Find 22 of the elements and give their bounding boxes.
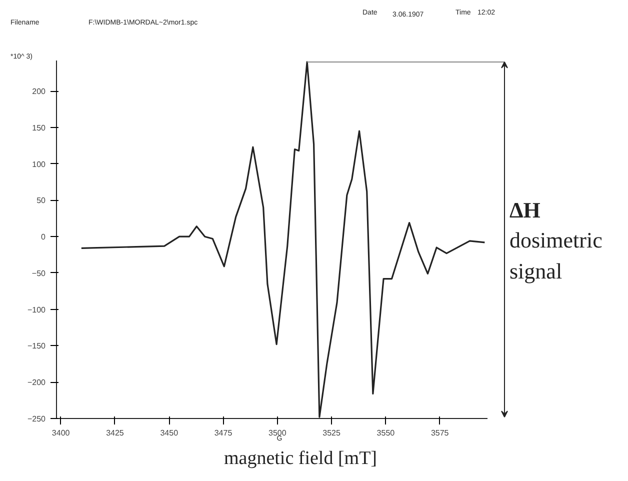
y-tick-label: 50: [36, 196, 46, 206]
y-tick-label: −250: [27, 414, 46, 424]
x-tick-label: 3550: [376, 428, 396, 438]
x-tick-label: 3450: [160, 428, 179, 438]
y-tick-label: −200: [27, 378, 46, 388]
x-axis-title: magnetic field [mT]: [224, 448, 378, 469]
y-tick-label: −100: [27, 305, 46, 314]
text: dosimetric: [510, 228, 603, 252]
y-tick-label: −150: [27, 342, 46, 351]
y-tick-label: 0: [41, 232, 46, 242]
x-tick-label: 3400: [52, 428, 70, 438]
y-tick-label: 200: [32, 87, 46, 96]
y-tick-label: 100: [32, 160, 46, 169]
x-tick-label: 3575: [430, 428, 450, 438]
x-tick-label: 3525: [322, 428, 342, 438]
y-tick-label: 150: [32, 123, 46, 132]
text: ΔH: [510, 198, 540, 222]
text: signal: [510, 258, 562, 284]
x-tick-label: 3500: [268, 428, 287, 438]
y-tick-label: −50: [32, 268, 46, 278]
x-tick-label: 3425: [106, 428, 124, 438]
x-tick-label: 3475: [214, 428, 233, 438]
